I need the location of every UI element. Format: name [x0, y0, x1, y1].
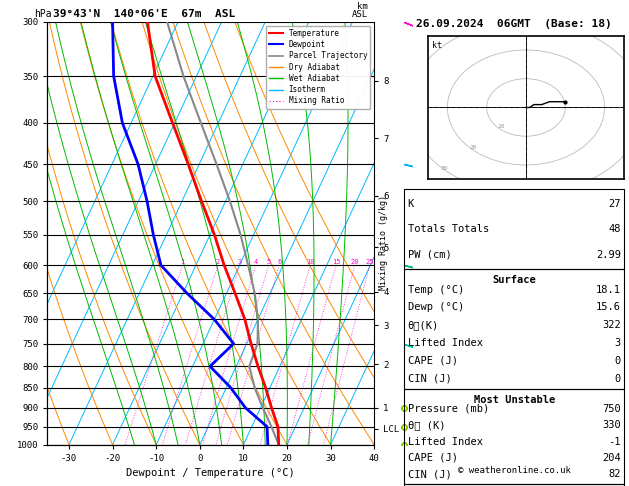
Text: 204: 204: [602, 453, 621, 463]
Text: 5: 5: [267, 260, 270, 265]
Text: 25: 25: [365, 260, 374, 265]
Text: Temp (°C): Temp (°C): [408, 284, 464, 295]
Text: 15: 15: [331, 260, 340, 265]
Text: θᴄ (K): θᴄ (K): [408, 420, 445, 430]
Text: 10: 10: [498, 124, 505, 129]
Text: 6: 6: [277, 260, 281, 265]
Text: Most Unstable: Most Unstable: [474, 395, 555, 405]
Text: Lifted Index: Lifted Index: [408, 338, 482, 348]
Text: hPa: hPa: [35, 9, 52, 19]
Text: © weatheronline.co.uk: © weatheronline.co.uk: [458, 466, 571, 475]
Text: Pressure (mb): Pressure (mb): [408, 404, 489, 414]
Text: Dewp (°C): Dewp (°C): [408, 302, 464, 312]
Text: 48: 48: [608, 225, 621, 234]
Text: 30: 30: [441, 166, 448, 171]
Text: 0: 0: [615, 374, 621, 384]
Text: K: K: [408, 199, 414, 209]
Text: 26.09.2024  06GMT  (Base: 18): 26.09.2024 06GMT (Base: 18): [416, 19, 612, 29]
Text: CIN (J): CIN (J): [408, 374, 452, 384]
Text: km
ASL: km ASL: [352, 2, 368, 19]
Text: kt: kt: [431, 41, 442, 51]
Text: CAPE (J): CAPE (J): [408, 356, 457, 366]
Text: 27: 27: [608, 199, 621, 209]
Text: 750: 750: [602, 404, 621, 414]
Text: 322: 322: [602, 320, 621, 330]
Text: -1: -1: [608, 436, 621, 447]
Text: 82: 82: [608, 469, 621, 479]
Text: Totals Totals: Totals Totals: [408, 225, 489, 234]
Legend: Temperature, Dewpoint, Parcel Trajectory, Dry Adiabat, Wet Adiabat, Isotherm, Mi: Temperature, Dewpoint, Parcel Trajectory…: [266, 26, 370, 108]
Text: Mixing Ratio (g/kg): Mixing Ratio (g/kg): [379, 195, 388, 291]
Text: CAPE (J): CAPE (J): [408, 453, 457, 463]
X-axis label: Dewpoint / Temperature (°C): Dewpoint / Temperature (°C): [126, 469, 295, 478]
Text: 18.1: 18.1: [596, 284, 621, 295]
Text: 20: 20: [469, 145, 477, 150]
Text: 4: 4: [253, 260, 258, 265]
Text: Lifted Index: Lifted Index: [408, 436, 482, 447]
Text: 330: 330: [602, 420, 621, 430]
Text: 10: 10: [306, 260, 314, 265]
Text: 39°43'N  140°06'E  67m  ASL: 39°43'N 140°06'E 67m ASL: [53, 9, 236, 19]
Text: 2: 2: [216, 260, 220, 265]
Text: θᴄ(K): θᴄ(K): [408, 320, 439, 330]
Text: 20: 20: [350, 260, 359, 265]
Text: 1: 1: [181, 260, 185, 265]
Text: 3: 3: [238, 260, 242, 265]
Text: 2.99: 2.99: [596, 250, 621, 260]
Text: PW (cm): PW (cm): [408, 250, 452, 260]
Text: CIN (J): CIN (J): [408, 469, 452, 479]
Text: Surface: Surface: [493, 275, 536, 285]
Text: 3: 3: [615, 338, 621, 348]
Text: 0: 0: [615, 356, 621, 366]
Text: 15.6: 15.6: [596, 302, 621, 312]
